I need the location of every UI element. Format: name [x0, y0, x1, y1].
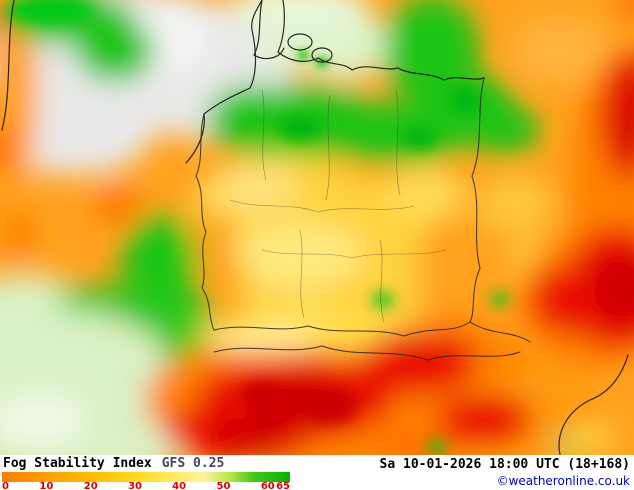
- color-scale-bar: [2, 472, 290, 482]
- country-borders: [195, 77, 531, 361]
- coastlines: [1, 0, 629, 455]
- map-title-line: Fog Stability Index GFS 0.25: [3, 456, 224, 471]
- tick-label-40: 40: [172, 481, 187, 490]
- footer-bar: Fog Stability Index GFS 0.25 0 10 20 30 4…: [0, 455, 634, 490]
- tick-label-50: 50: [216, 481, 231, 490]
- tick-label-0: 0: [2, 481, 9, 490]
- weather-map: [0, 0, 634, 455]
- tick-label-30: 30: [128, 481, 143, 490]
- model-label: GFS 0.25: [161, 456, 225, 471]
- tick-label-20: 20: [83, 481, 98, 490]
- field-medium-blobs: [5, 0, 509, 454]
- state-borders: [229, 89, 447, 323]
- tick-label-60: 60: [260, 481, 275, 490]
- tick-label-65: 65: [276, 481, 290, 490]
- map-title: Fog Stability Index: [3, 456, 152, 471]
- valid-time-label: Sa 10-01-2026 18:00 UTC (18+168): [379, 457, 630, 472]
- color-scale-ticks: 0 10 20 30 40 50 60 65: [2, 481, 290, 490]
- copyright-link[interactable]: ©weatheronline.co.uk: [496, 474, 630, 488]
- fog-index-field: [0, 0, 634, 455]
- tick-label-10: 10: [39, 481, 54, 490]
